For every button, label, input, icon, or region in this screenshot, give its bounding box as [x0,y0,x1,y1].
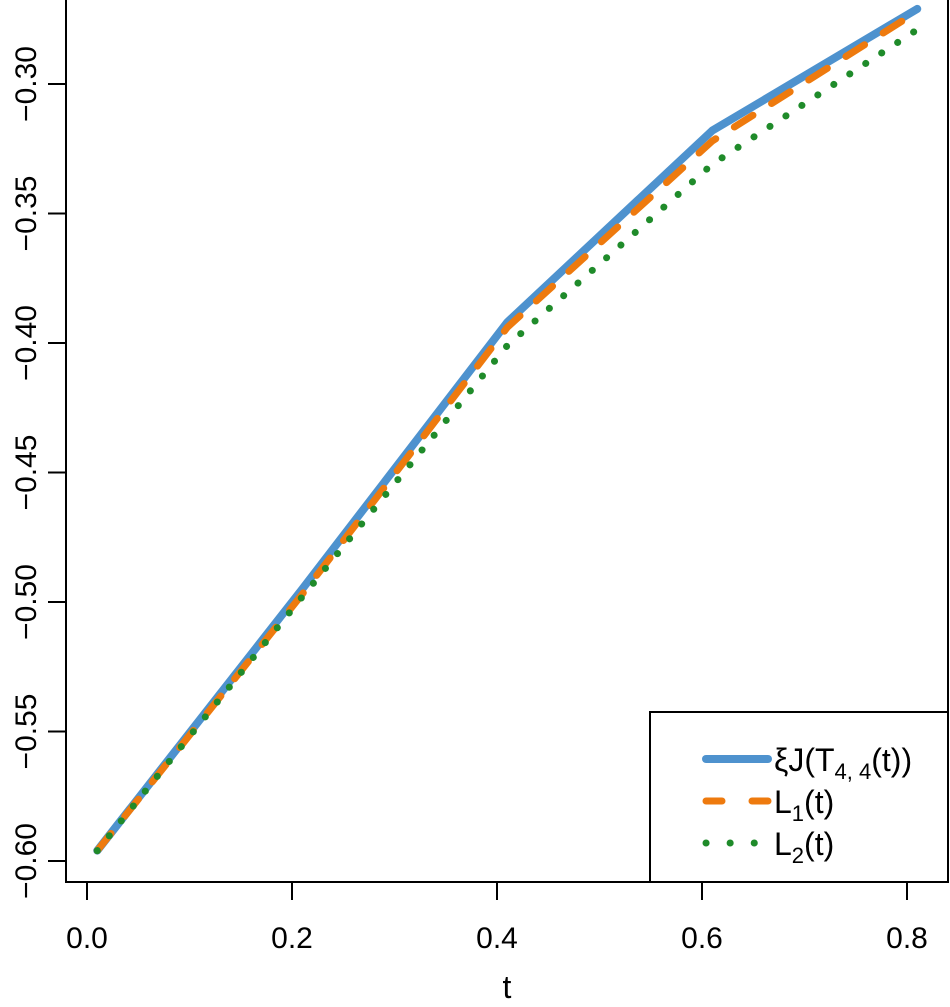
y-tick-label: −0.60 [10,823,43,899]
y-tick-label: −0.55 [10,694,43,770]
x-tick-label: 0.6 [681,922,723,955]
y-tick-label: −0.30 [10,46,43,122]
x-axis-title: t [503,969,512,1005]
y-tick-label: −0.45 [10,435,43,511]
x-axis: 0.0 0.2 0.4 0.6 0.8 [66,882,928,955]
x-tick-label: 0.4 [476,922,518,955]
x-tick-label: 0.2 [271,922,313,955]
y-tick-label: −0.50 [10,564,43,640]
x-tick-label: 0.0 [66,922,108,955]
legend: ξJ(T4, 4(t))L1(t)L2(t) [649,711,949,883]
series-line-3 [93,26,921,855]
series-line-2 [93,7,921,855]
legend-label-3: L2(t) [774,826,834,868]
legend-box [649,711,949,883]
y-tick-label: −0.40 [10,305,43,381]
legend-label-1: ξJ(T4, 4(t)) [774,742,912,784]
legend-label-2: L1(t) [774,784,834,826]
plot-frame [65,0,949,883]
y-axis: −0.60 −0.55 −0.50 −0.45 −0.40 −0.35 −0.30 [10,46,66,899]
plot-lines [93,4,922,855]
x-tick-label: 0.8 [886,922,928,955]
y-tick-label: −0.35 [10,176,43,252]
